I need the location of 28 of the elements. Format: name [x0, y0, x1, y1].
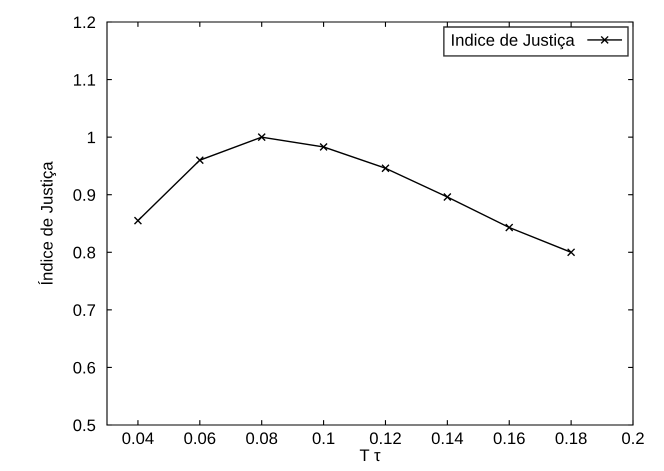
x-tick-label: 0.14	[432, 432, 464, 444]
point	[134, 216, 142, 225]
y-tick-label: 0.9	[73, 189, 96, 201]
x-tick-label: 0.08	[246, 432, 278, 444]
point	[443, 192, 452, 202]
point	[258, 132, 266, 142]
y-axis-title: Índice de Justiça	[38, 161, 56, 284]
y-tick-label: 0.6	[73, 362, 96, 374]
x-tick-label: 0.2	[622, 432, 644, 444]
legend-label: Indice de Justiça	[452, 34, 575, 50]
y-tick-label: 0.8	[73, 246, 96, 258]
x-axis-title: T τ	[360, 449, 380, 462]
y-tick-label: 1	[88, 132, 96, 144]
x-tick-label: 0.16	[494, 432, 525, 444]
y-tick-label: 1.2	[74, 16, 96, 28]
point	[319, 142, 328, 152]
y-tick-label: 0.7	[73, 304, 96, 316]
y-tick-label: 1.1	[74, 74, 96, 86]
x-tick-label: 0.18	[556, 432, 587, 444]
x-tick-label: 0.12	[370, 432, 401, 444]
x-tick-label: 0.1	[312, 432, 334, 444]
x-tick-label: 0.06	[184, 432, 216, 444]
point	[505, 223, 514, 232]
point	[196, 156, 204, 164]
y-tick-label: 0.5	[73, 419, 96, 432]
x-tick-label: 0.04	[122, 432, 154, 444]
point	[566, 248, 576, 256]
point	[381, 164, 390, 172]
